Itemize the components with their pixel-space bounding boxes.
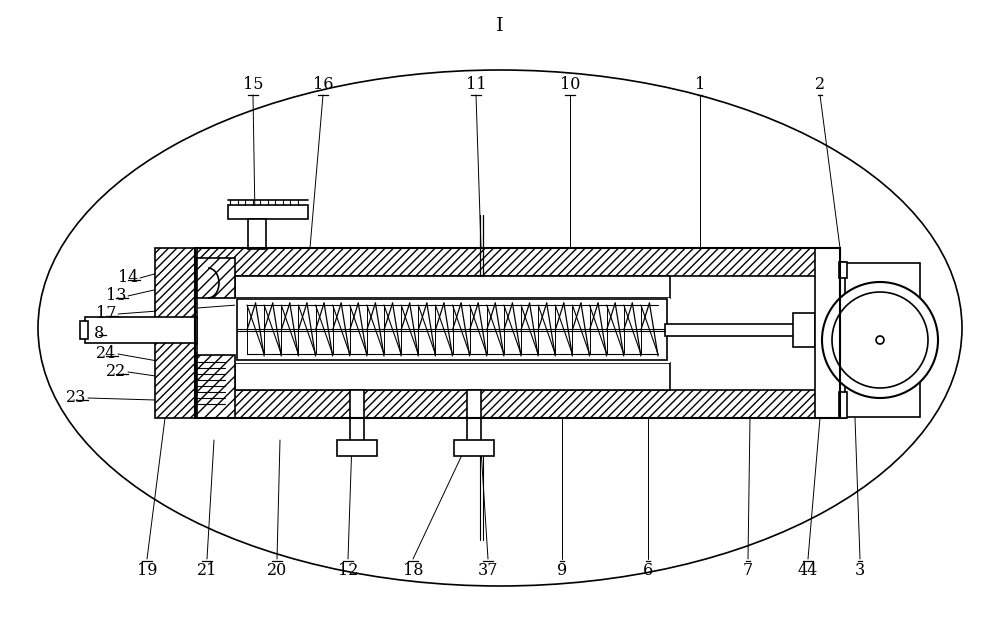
Bar [195,248,840,418]
Bar [237,299,667,360]
Bar [842,263,920,417]
Bar [839,392,847,418]
Text: 7: 7 [743,562,753,579]
Bar [195,248,840,276]
Bar [85,317,197,343]
Text: 2: 2 [815,76,825,93]
Text: 13: 13 [106,287,126,305]
Text: 17: 17 [96,305,116,323]
Text: 16: 16 [313,76,333,93]
Text: 9: 9 [557,562,567,579]
Text: 24: 24 [96,346,116,363]
Text: 23: 23 [66,389,86,406]
Bar [195,390,840,418]
Text: 6: 6 [643,562,653,579]
Bar [197,355,235,418]
Bar [454,440,494,456]
Text: 44: 44 [798,562,818,579]
Text: 19: 19 [137,562,157,579]
Circle shape [822,282,938,398]
Bar [155,248,197,418]
Text: 8: 8 [94,325,104,341]
Bar [235,363,670,390]
Text: 18: 18 [403,562,423,579]
Text: 1: 1 [695,76,705,93]
Bar [839,262,847,278]
Text: 10: 10 [560,76,580,93]
Text: 15: 15 [243,76,263,93]
Bar [840,262,845,418]
Bar [80,321,88,339]
Bar [235,298,670,363]
Text: 14: 14 [118,270,138,287]
Bar [197,258,235,298]
Circle shape [876,336,884,344]
Text: 20: 20 [267,562,287,579]
Bar [350,390,364,442]
Bar [337,440,377,456]
Text: 11: 11 [466,76,486,93]
Bar [248,219,266,249]
Bar [665,324,795,336]
Bar [228,205,308,219]
Circle shape [832,292,928,388]
Text: 12: 12 [338,562,358,579]
Text: 21: 21 [197,562,217,579]
Text: 37: 37 [478,562,498,579]
Bar [815,248,840,418]
Text: I: I [496,17,504,35]
Bar [235,276,670,298]
Text: 22: 22 [106,363,126,381]
Bar [793,313,815,347]
Bar [467,390,481,442]
Text: 3: 3 [855,562,865,579]
